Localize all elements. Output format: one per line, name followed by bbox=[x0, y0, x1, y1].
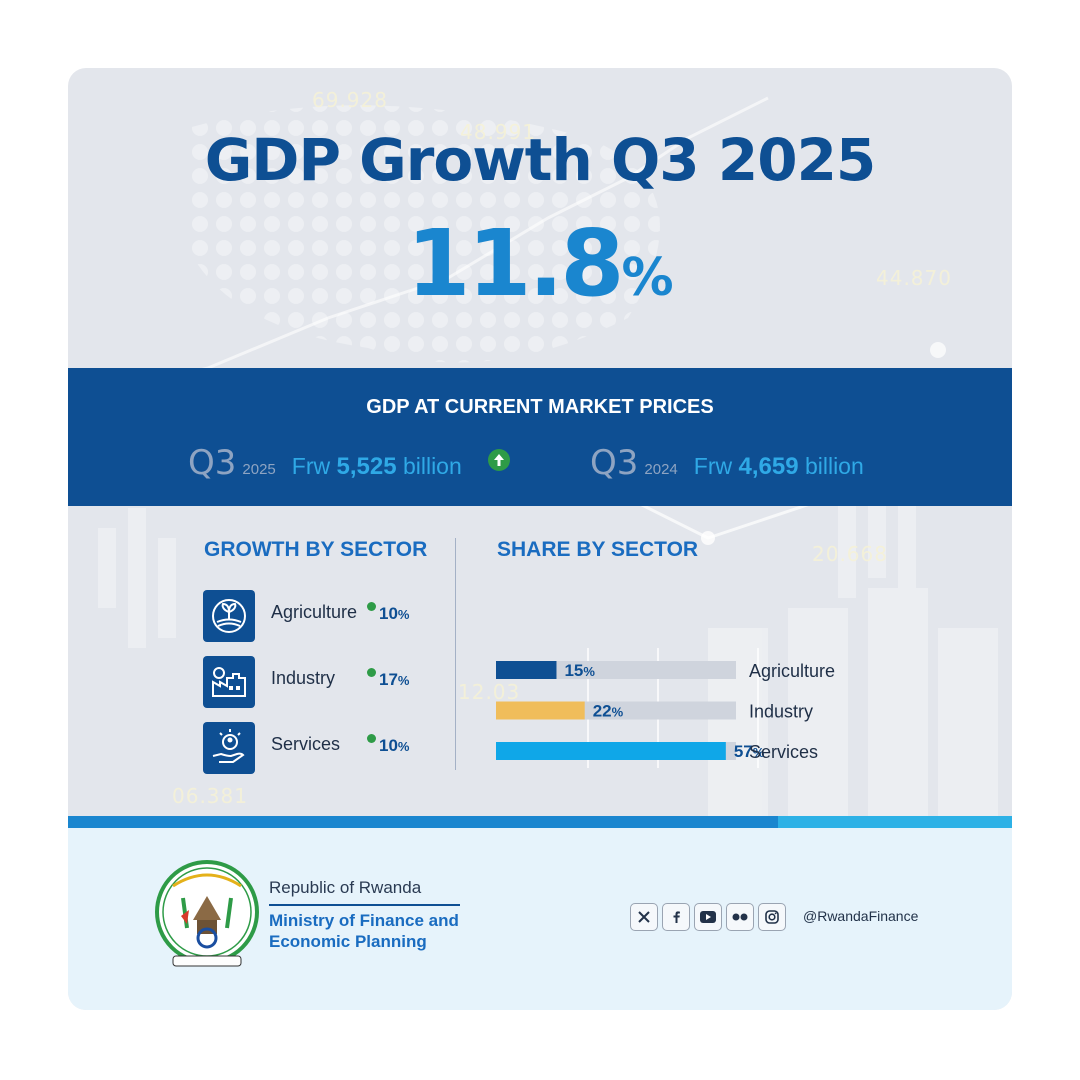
current-value: 5,525 bbox=[336, 453, 397, 480]
category-label: Industry bbox=[749, 702, 813, 722]
previous-prefix: Frw bbox=[693, 453, 733, 479]
services-icon bbox=[203, 722, 255, 774]
page-title: GDP Growth Q3 2025 bbox=[204, 126, 877, 194]
current-quarter: Q3 bbox=[188, 443, 237, 483]
previous-amount: Frw 4,659 billion bbox=[693, 453, 864, 480]
previous-value: 4,659 bbox=[738, 453, 799, 480]
gdp-current: Q3 2025 Frw 5,525 billion bbox=[188, 443, 462, 483]
background-number: 20.668 bbox=[812, 542, 888, 566]
background-decoration bbox=[87, 96, 1012, 818]
growth-dot bbox=[367, 734, 376, 743]
industry-icon bbox=[203, 656, 255, 708]
bar-services bbox=[496, 742, 726, 760]
category-label: Agriculture bbox=[749, 661, 835, 681]
background-number: 44.870 bbox=[876, 266, 952, 290]
sector-growth-unit: % bbox=[397, 673, 410, 688]
section-divider bbox=[455, 538, 456, 770]
agriculture-icon bbox=[203, 590, 255, 642]
share-by-sector-chart: 15%Agriculture22%Industry57%Services6%Ne… bbox=[496, 648, 835, 768]
background-number: 12.03 bbox=[458, 680, 521, 704]
republic-label: Republic of Rwanda bbox=[269, 878, 422, 897]
gdp-band-title: GDP AT CURRENT MARKET PRICES bbox=[366, 396, 714, 418]
bar-value-label: 22% bbox=[593, 702, 624, 721]
bar-industry bbox=[496, 701, 585, 720]
x-icon[interactable] bbox=[630, 903, 658, 931]
headline-growth: 11.8% bbox=[68, 218, 1012, 310]
headline-unit: % bbox=[621, 248, 674, 308]
sector-growth-number: 10 bbox=[379, 604, 398, 623]
previous-suffix: billion bbox=[804, 453, 864, 479]
growth-dot bbox=[367, 668, 376, 677]
footer-separator bbox=[68, 816, 1012, 828]
ministry-line-1: Ministry of Finance and bbox=[269, 911, 459, 930]
sector-growth-value: 10% bbox=[379, 604, 409, 624]
gdp-previous: Q3 2024 Frw 4,659 billion bbox=[590, 443, 864, 483]
sector-growth-value: 10% bbox=[379, 736, 409, 756]
current-year: 2025 bbox=[242, 461, 276, 478]
sector-label: Industry bbox=[271, 668, 336, 688]
social-handle[interactable]: @RwandaFinance bbox=[803, 908, 919, 924]
bar-value-label: 57% bbox=[734, 742, 765, 761]
previous-quarter: Q3 bbox=[590, 443, 639, 483]
current-prefix: Frw bbox=[291, 453, 331, 479]
previous-year: 2024 bbox=[644, 461, 678, 478]
facebook-icon[interactable] bbox=[662, 903, 690, 931]
infographic-card: 69.928 48.991 44.870 20.668 12.03 06.381… bbox=[68, 68, 1012, 1010]
sector-growth-unit: % bbox=[397, 607, 410, 622]
sector-growth-number: 17 bbox=[379, 670, 398, 689]
background-number: 06.381 bbox=[172, 784, 248, 808]
category-label: Services bbox=[749, 742, 818, 762]
instagram-icon[interactable] bbox=[758, 903, 786, 931]
sector-row-services: Services 10% bbox=[203, 722, 443, 774]
sector-growth-number: 10 bbox=[379, 736, 398, 755]
bar-agriculture bbox=[496, 661, 557, 679]
footer: Republic of Rwanda Ministry of Finance a… bbox=[68, 828, 1012, 1010]
gdp-band: GDP AT CURRENT MARKET PRICES Q3 2025 Frw 5… bbox=[68, 368, 1012, 506]
youtube-icon[interactable] bbox=[694, 903, 722, 931]
footer-divider bbox=[269, 904, 460, 906]
sector-growth-value: 17% bbox=[379, 670, 409, 690]
growth-dot bbox=[367, 602, 376, 611]
growth-by-sector-heading: GROWTH BY SECTOR bbox=[204, 538, 428, 561]
arrow-up-circle-icon bbox=[488, 449, 510, 471]
headline-value: 11.8 bbox=[406, 210, 624, 317]
sector-label: Services bbox=[271, 734, 341, 754]
sector-label: Agriculture bbox=[271, 602, 358, 622]
background-number: 69.928 bbox=[312, 88, 388, 112]
rwanda-coat-of-arms-icon bbox=[155, 860, 259, 967]
flickr-icon[interactable] bbox=[726, 903, 754, 931]
background-number: 48.991 bbox=[460, 120, 536, 144]
ministry-line-2: Economic Planning bbox=[269, 932, 427, 951]
ministry-name: Ministry of Finance and Economic Plannin… bbox=[269, 910, 479, 952]
current-suffix: billion bbox=[402, 453, 462, 479]
current-amount: Frw 5,525 billion bbox=[291, 453, 462, 480]
bar-value-label: 15% bbox=[564, 661, 595, 680]
chart-title: SHARE BY SECTOR bbox=[497, 538, 699, 561]
sector-row-agriculture: Agriculture 10% bbox=[203, 590, 443, 642]
sector-growth-unit: % bbox=[397, 739, 410, 754]
sector-row-industry: Industry 17% bbox=[203, 656, 443, 708]
